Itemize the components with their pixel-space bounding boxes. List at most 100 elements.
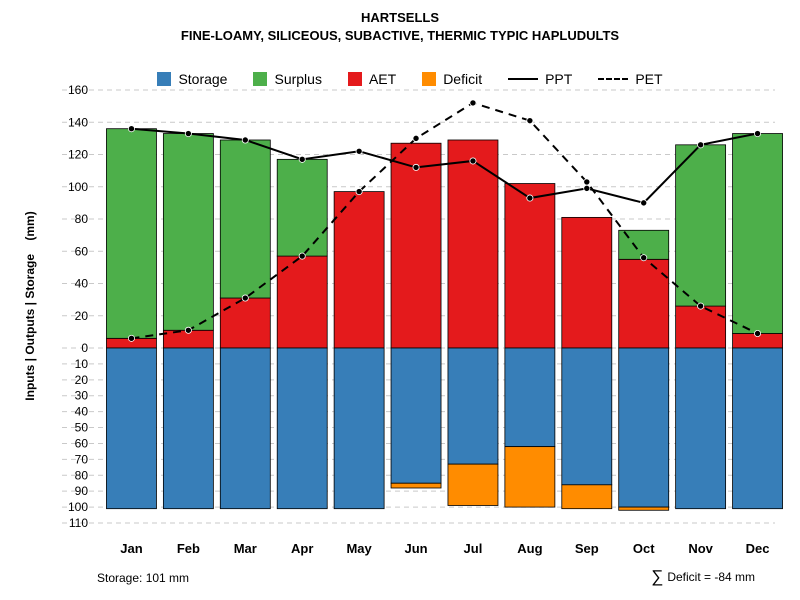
deficit-sum-note: ∑ Deficit = -84 mm (651, 568, 755, 585)
pet-line-point (241, 294, 249, 302)
bar-surplus (106, 128, 157, 339)
bar-aet (219, 297, 271, 349)
bar-storage (732, 347, 783, 510)
surplus-swatch-icon (253, 72, 268, 86)
ppt-line (131, 127, 758, 204)
chart-legend: Storage Surplus AET Deficit PPT PET (70, 70, 750, 88)
bar-storage (390, 347, 442, 484)
legend-item-ppt: PPT (508, 71, 572, 87)
deficit-sum-text: Deficit = -84 mm (667, 569, 755, 584)
bar-storage (162, 347, 214, 510)
ppt-line-point (241, 136, 249, 144)
month-label: Sep (575, 541, 599, 556)
month-label: Mar (234, 541, 257, 556)
y-tick-label: 80 (75, 212, 89, 226)
bar-aet (561, 216, 613, 349)
bar-aet (276, 255, 328, 349)
bar-storage (504, 347, 556, 448)
bar-surplus (276, 158, 328, 257)
bar-storage (276, 347, 328, 510)
legend-label: PET (635, 71, 663, 87)
y-tick-label: 140 (68, 115, 88, 129)
storage-swatch-icon (157, 72, 172, 86)
y-tick-label: 90 (75, 484, 89, 498)
y-tick-label: 50 (75, 421, 89, 435)
legend-label: PPT (545, 71, 573, 87)
y-tick-label: 40 (75, 277, 89, 291)
pet-line-sample-icon (598, 78, 629, 80)
bar-storage (106, 347, 157, 510)
bar-storage (618, 347, 670, 508)
pet-line-point (697, 302, 705, 310)
bar-aet (447, 139, 499, 349)
ppt-line-point (469, 157, 477, 165)
aet-swatch-icon (347, 72, 362, 86)
bar-storage (447, 347, 499, 465)
legend-label: Deficit (443, 71, 483, 87)
legend-item-aet: AET (347, 71, 397, 87)
chart-subtitle: FINE-LOAMY, SILICEOUS, SUBACTIVE, THERMI… (180, 28, 620, 43)
y-tick-label: 20 (75, 373, 89, 387)
month-label: Apr (291, 541, 313, 556)
y-tick-label: 120 (68, 148, 88, 162)
ppt-line-point (355, 147, 363, 155)
bar-aet (675, 305, 727, 349)
ppt-line-point (526, 194, 534, 202)
bar-aet (618, 258, 670, 349)
bar-surplus (675, 144, 727, 307)
bar-surplus (732, 133, 783, 334)
month-label: Jul (464, 541, 483, 556)
bar-surplus (162, 133, 214, 331)
pet-line-point (754, 329, 762, 337)
y-tick-label: 10 (75, 357, 89, 371)
bar-aet (333, 191, 385, 349)
month-label: Jun (404, 541, 427, 556)
bar-deficit (618, 506, 670, 511)
bar-deficit (561, 484, 613, 510)
legend-item-pet: PET (598, 71, 663, 87)
month-label: Feb (177, 541, 200, 556)
month-label: Nov (688, 541, 713, 556)
ppt-line-sample-icon (508, 78, 539, 80)
bar-storage (675, 347, 727, 510)
ppt-line-point (412, 163, 420, 171)
pet-line (131, 101, 758, 340)
y-tick-label: 20 (75, 309, 89, 323)
y-tick-label: 0 (81, 341, 88, 355)
legend-label: Surplus (274, 71, 322, 87)
ppt-line-point (697, 141, 705, 149)
bar-deficit (390, 482, 442, 489)
pet-line-point (583, 178, 591, 186)
bar-aet (504, 183, 556, 349)
pet-line-point (412, 134, 420, 142)
bar-deficit (447, 463, 499, 506)
legend-item-storage: Storage (157, 71, 227, 87)
y-tick-label: 110 (69, 516, 88, 530)
chart-header: HARTSELLS FINE-LOAMY, SILICEOUS, SUBACTI… (0, 10, 800, 43)
y-tick-label: 30 (75, 389, 89, 403)
legend-item-deficit: Deficit (422, 71, 482, 87)
pet-line-point (469, 99, 477, 107)
y-tick-label: 60 (75, 436, 89, 450)
pet-line-point (355, 188, 363, 196)
ppt-line-point (127, 125, 135, 133)
ppt-line-point (298, 155, 306, 163)
pet-line-point (184, 326, 192, 334)
y-axis-label: Inputs | Outputs | Storage (mm) (23, 211, 37, 401)
legend-label: AET (368, 71, 397, 87)
ppt-line-point (583, 184, 591, 192)
deficit-swatch-icon (422, 72, 437, 86)
bar-aet (390, 142, 442, 349)
y-tick-label: 100 (68, 500, 88, 514)
y-tick-label: 80 (75, 468, 89, 482)
pet-line-point (640, 254, 648, 262)
bar-storage (561, 347, 613, 486)
legend-label: Storage (178, 71, 228, 87)
y-tick-label: 70 (75, 452, 89, 466)
month-label: Aug (517, 541, 542, 556)
pet-line-point (298, 252, 306, 260)
ppt-line-point (640, 199, 648, 207)
y-tick-label: 40 (75, 405, 89, 419)
